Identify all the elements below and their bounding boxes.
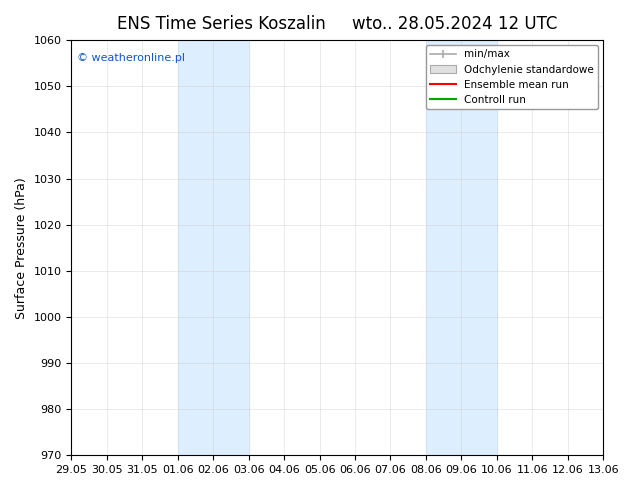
Title: ENS Time Series Koszalin     wto.. 28.05.2024 12 UTC: ENS Time Series Koszalin wto.. 28.05.202… xyxy=(117,15,557,33)
Legend: min/max, Odchylenie standardowe, Ensemble mean run, Controll run: min/max, Odchylenie standardowe, Ensembl… xyxy=(425,45,598,109)
Text: © weatheronline.pl: © weatheronline.pl xyxy=(77,52,184,63)
Bar xyxy=(426,40,497,455)
Y-axis label: Surface Pressure (hPa): Surface Pressure (hPa) xyxy=(15,177,28,318)
Bar xyxy=(178,40,249,455)
